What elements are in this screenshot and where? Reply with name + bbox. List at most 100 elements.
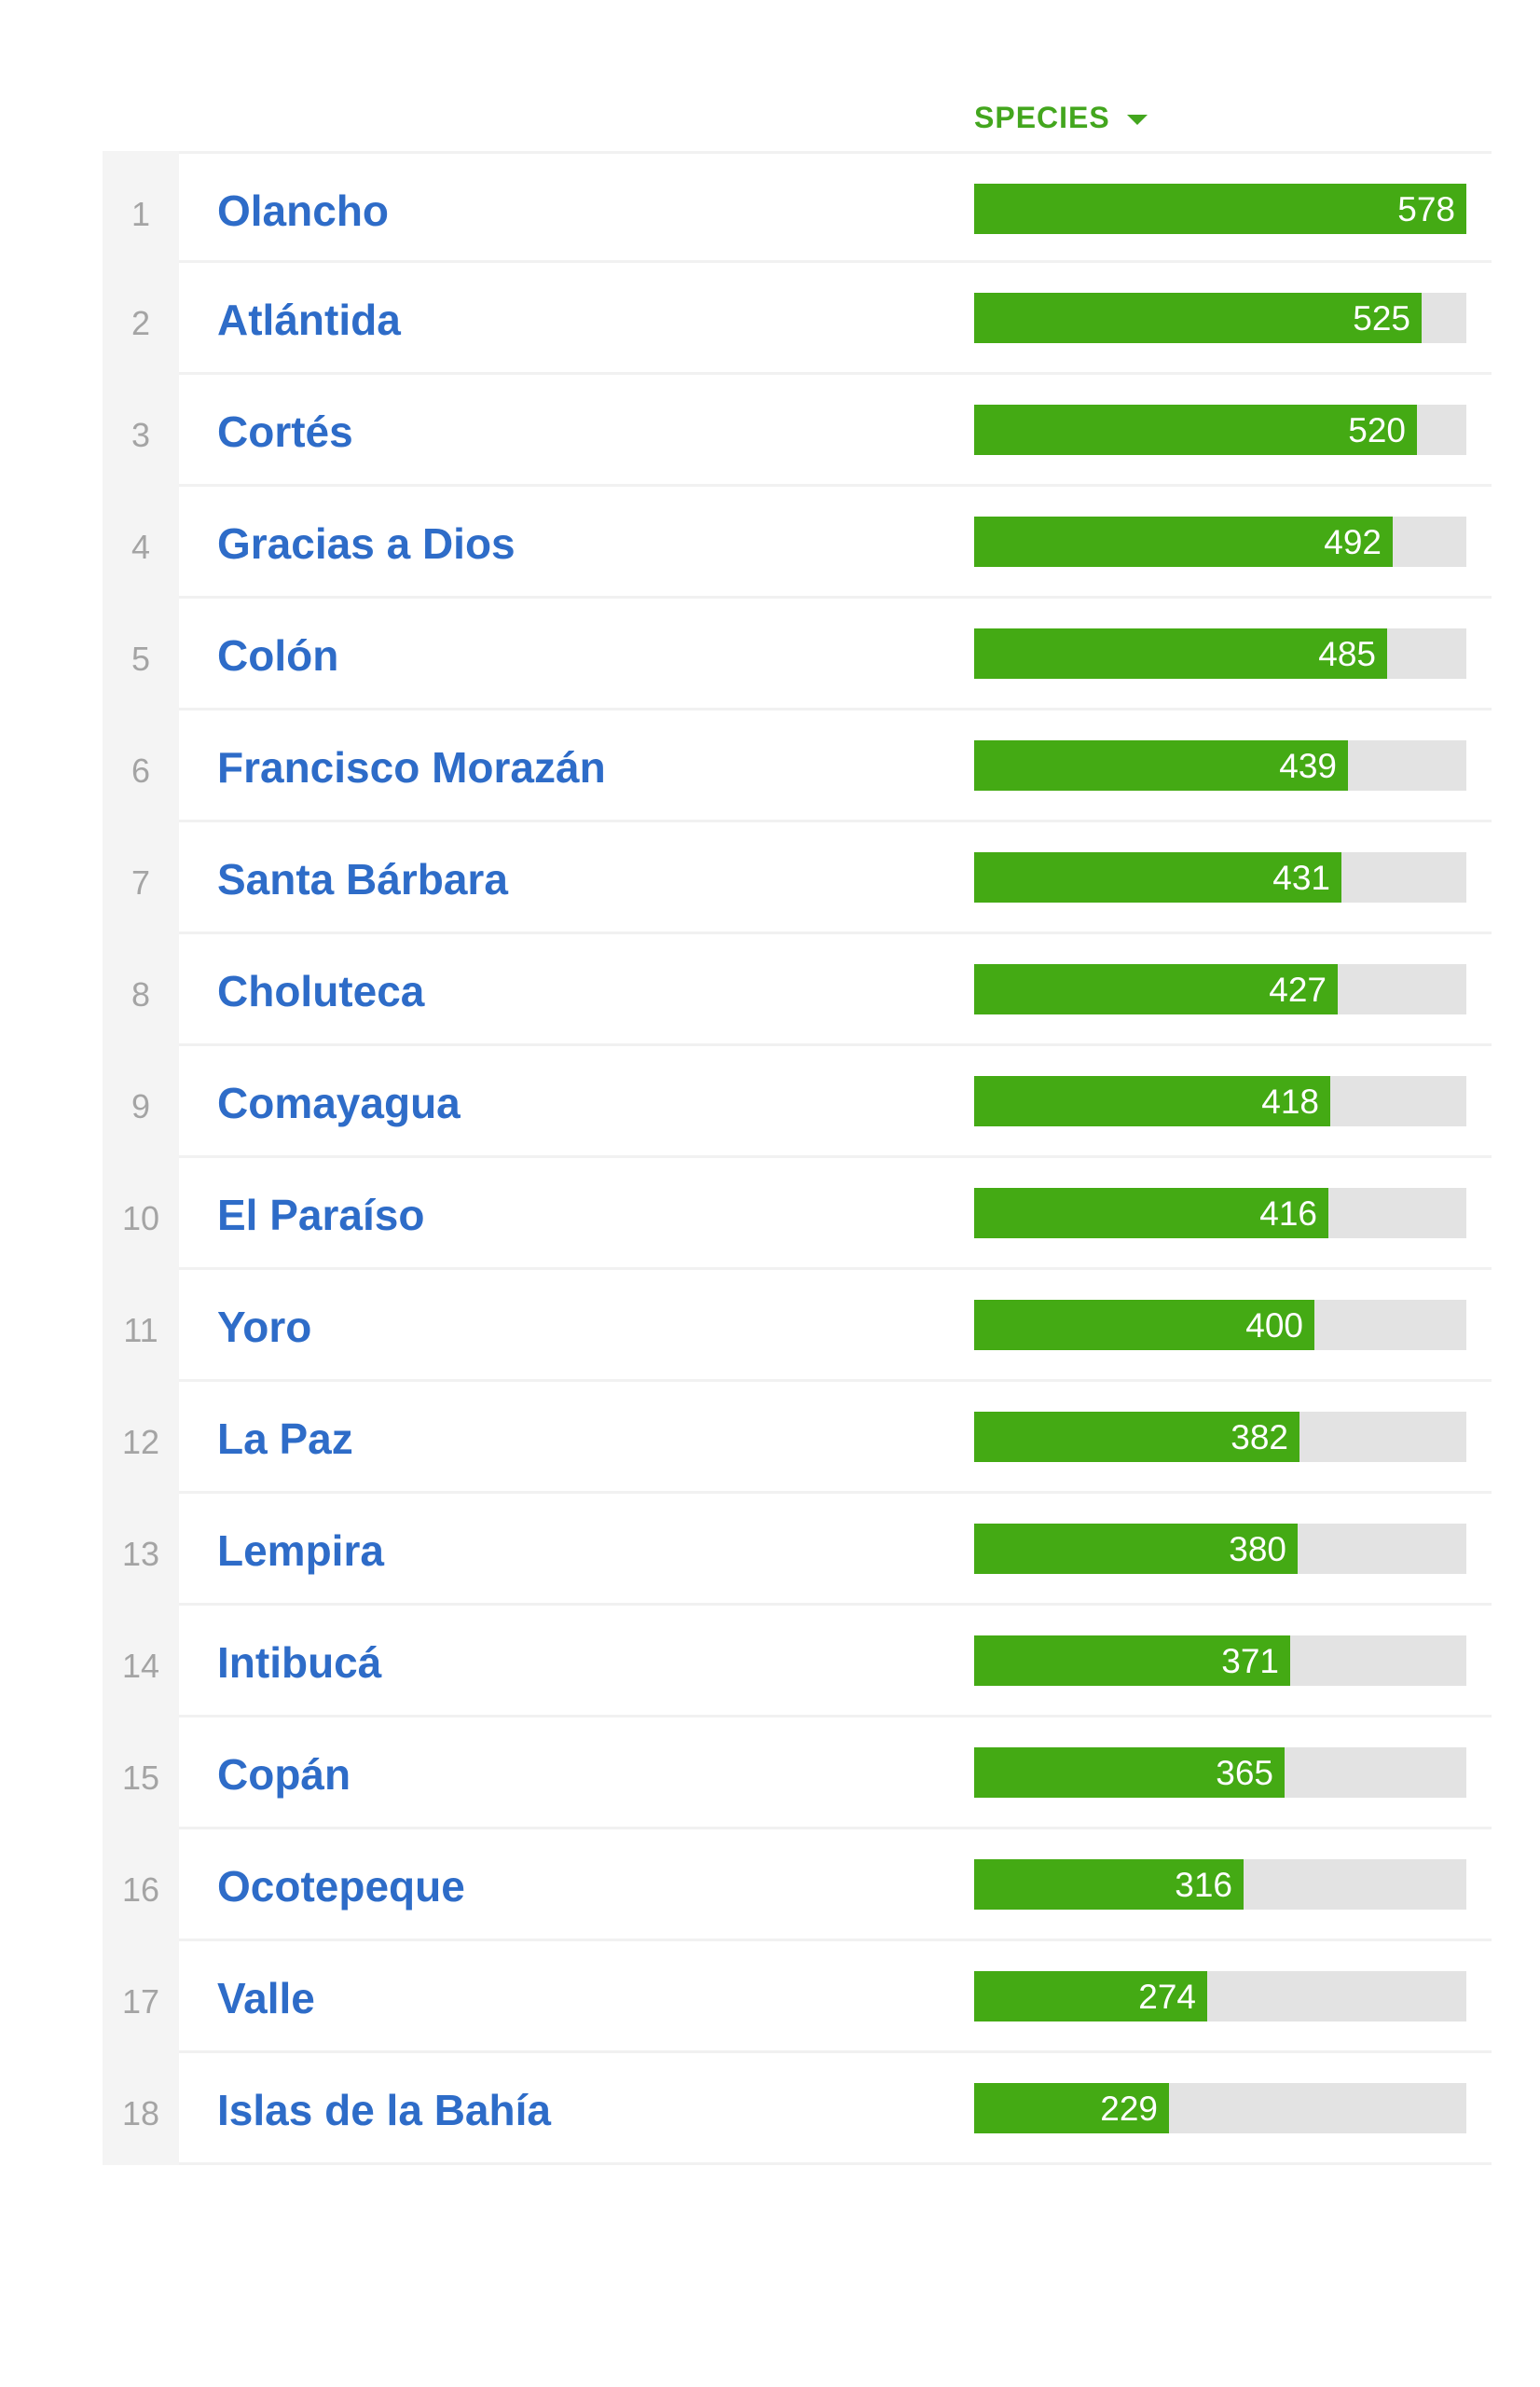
species-bar-track: 371 — [974, 1635, 1466, 1686]
region-name-link[interactable]: Comayagua — [217, 1079, 461, 1127]
species-bar-track: 229 — [974, 2083, 1466, 2133]
species-count: 525 — [1353, 299, 1410, 338]
rank-cell — [103, 1827, 179, 1941]
species-bar-track: 525 — [974, 293, 1466, 343]
species-count: 382 — [1231, 1418, 1288, 1456]
species-bar-track: 316 — [974, 1859, 1466, 1910]
region-name-link[interactable]: Gracias a Dios — [217, 519, 516, 568]
rank-cell — [103, 2050, 179, 2165]
species-bar: 520 — [974, 405, 1417, 455]
region-name-link[interactable]: Francisco Morazán — [217, 743, 606, 792]
table-row: 9 Comayagua 418 — [103, 1043, 1492, 1158]
rank-number: 13 — [121, 1535, 160, 1573]
table-row: 5 Colón 485 — [103, 596, 1492, 711]
species-bar-track: 431 — [974, 852, 1466, 903]
species-bar-track: 382 — [974, 1412, 1466, 1462]
table-row: 3 Cortés 520 — [103, 372, 1492, 487]
rank-cell — [103, 820, 179, 934]
region-name-link[interactable]: Lempira — [217, 1526, 384, 1575]
table-row: 8 Choluteca 427 — [103, 931, 1492, 1046]
region-name-link[interactable]: Valle — [217, 1974, 315, 2022]
table-row: 6 Francisco Morazán 439 — [103, 708, 1492, 822]
species-sort-header[interactable]: SPECIES — [974, 101, 1148, 135]
rank-number: 4 — [131, 528, 151, 566]
region-name-link[interactable]: La Paz — [217, 1414, 353, 1463]
species-count: 431 — [1272, 859, 1330, 897]
region-name-link[interactable]: Copán — [217, 1750, 351, 1799]
region-name-link[interactable]: Olancho — [217, 186, 390, 235]
species-bar: 431 — [974, 852, 1341, 903]
species-bar-track: 439 — [974, 740, 1466, 791]
region-name-link[interactable]: Choluteca — [217, 967, 425, 1015]
species-count: 520 — [1348, 411, 1406, 449]
species-bar-track: 365 — [974, 1747, 1466, 1798]
rank-cell — [103, 1379, 179, 1494]
rank-number: 7 — [131, 863, 151, 902]
region-name-link[interactable]: Intibucá — [217, 1638, 382, 1687]
rank-cell — [103, 1155, 179, 1270]
species-count: 400 — [1245, 1306, 1303, 1345]
rank-cell — [103, 372, 179, 487]
region-name-link[interactable]: Ocotepeque — [217, 1862, 465, 1911]
species-bar-track: 485 — [974, 628, 1466, 679]
rank-cell — [103, 260, 179, 375]
table-row: 2 Atlántida 525 — [103, 260, 1492, 375]
rank-number: 12 — [121, 1423, 160, 1461]
species-bar: 427 — [974, 964, 1338, 1014]
species-bar: 485 — [974, 628, 1387, 679]
species-bar-track: 380 — [974, 1524, 1466, 1574]
rank-cell — [103, 151, 179, 263]
table-row: 14 Intibucá 371 — [103, 1603, 1492, 1718]
rank-cell — [103, 1043, 179, 1158]
species-bar: 492 — [974, 517, 1393, 567]
species-bar-track: 578 — [974, 184, 1466, 234]
region-name-link[interactable]: Colón — [217, 631, 339, 680]
rank-number: 15 — [121, 1759, 160, 1797]
table-header: SPECIES — [103, 84, 1492, 151]
rank-number: 10 — [121, 1199, 160, 1237]
rank-cell — [103, 1267, 179, 1382]
rank-number: 16 — [121, 1870, 160, 1909]
rank-number: 14 — [121, 1647, 160, 1685]
region-name-link[interactable]: Santa Bárbara — [217, 855, 508, 904]
rank-number: 3 — [131, 416, 151, 454]
rank-cell — [103, 1491, 179, 1606]
region-ranking-table: SPECIES 1 Olancho 578 2 Atlántida 525 3 Cortés 5… — [103, 84, 1492, 2165]
species-bar-track: 492 — [974, 517, 1466, 567]
species-count: 229 — [1100, 2090, 1158, 2128]
rank-number: 9 — [131, 1087, 151, 1125]
table-row: 10 El Paraíso 416 — [103, 1155, 1492, 1270]
species-bar-track: 418 — [974, 1076, 1466, 1126]
region-name-link[interactable]: Islas de la Bahía — [217, 2086, 551, 2134]
rank-number: 5 — [131, 640, 151, 678]
species-bar: 316 — [974, 1859, 1244, 1910]
species-bar-track: 520 — [974, 405, 1466, 455]
region-name-link[interactable]: Cortés — [217, 407, 353, 456]
species-count: 418 — [1261, 1083, 1319, 1121]
rank-number: 8 — [131, 975, 151, 1014]
table-row: 12 La Paz 382 — [103, 1379, 1492, 1494]
region-name-link[interactable]: Yoro — [217, 1303, 312, 1351]
table-row: 4 Gracias a Dios 492 — [103, 484, 1492, 599]
species-count: 439 — [1279, 747, 1337, 785]
table-row: 11 Yoro 400 — [103, 1267, 1492, 1382]
species-count: 492 — [1324, 523, 1382, 561]
table-row: 13 Lempira 380 — [103, 1491, 1492, 1606]
region-name-link[interactable]: Atlántida — [217, 296, 401, 344]
rank-number: 17 — [121, 1982, 160, 2021]
species-bar: 380 — [974, 1524, 1298, 1574]
species-bar-track: 400 — [974, 1300, 1466, 1350]
species-bar: 229 — [974, 2083, 1169, 2133]
rank-cell — [103, 596, 179, 711]
species-bar: 578 — [974, 184, 1466, 234]
rank-number: 6 — [131, 752, 151, 790]
table-rows: 1 Olancho 578 2 Atlántida 525 3 Cortés 520 4 Graci… — [103, 151, 1492, 2165]
species-bar: 382 — [974, 1412, 1299, 1462]
species-count: 316 — [1175, 1866, 1232, 1904]
rank-cell — [103, 1603, 179, 1718]
rank-cell — [103, 1715, 179, 1829]
rank-number: 18 — [121, 2094, 160, 2132]
species-bar: 416 — [974, 1188, 1328, 1238]
region-name-link[interactable]: El Paraíso — [217, 1191, 425, 1239]
table-row: 16 Ocotepeque 316 — [103, 1827, 1492, 1941]
